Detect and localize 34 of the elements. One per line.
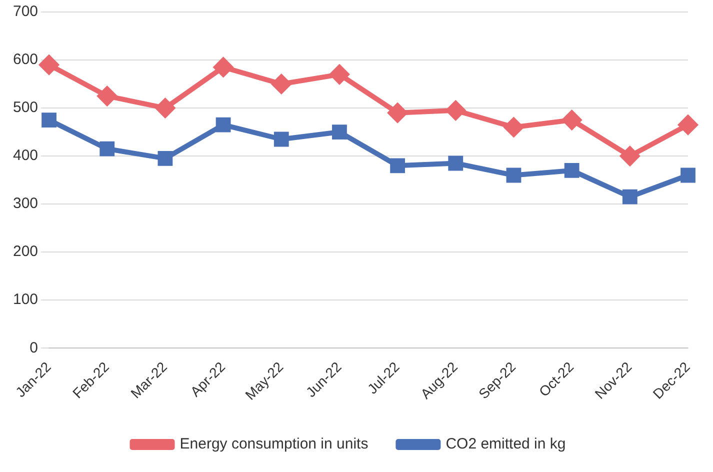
point: [620, 146, 640, 166]
point: [446, 100, 466, 120]
point: [156, 98, 175, 118]
point: [216, 117, 231, 132]
point: [622, 189, 638, 204]
y-tick-label: 100: [12, 291, 38, 308]
point: [272, 74, 291, 94]
point: [98, 86, 117, 106]
y-tick-label: 300: [12, 195, 38, 212]
y-tick-label: 200: [12, 243, 38, 260]
point: [504, 118, 524, 137]
y-tick-label: 500: [12, 99, 38, 116]
point: [330, 64, 349, 84]
legend-label: Energy consumption in units: [180, 436, 368, 453]
y-tick-label: 700: [12, 3, 38, 20]
point: [390, 158, 406, 174]
legend-label: CO2 emitted in kg: [446, 436, 566, 453]
point: [562, 110, 582, 130]
point: [100, 141, 115, 156]
y-tick-label: 400: [12, 147, 38, 164]
point: [158, 151, 173, 166]
y-tick-label: 0: [30, 339, 38, 356]
point: [506, 168, 522, 183]
point: [332, 124, 347, 140]
point: [214, 58, 233, 77]
point: [40, 55, 59, 74]
point: [42, 112, 56, 128]
point: [388, 103, 408, 122]
point: [274, 132, 289, 147]
y-tick-label: 600: [12, 51, 38, 68]
point: [448, 156, 464, 171]
point: [680, 168, 696, 183]
point: [564, 163, 580, 178]
point: [678, 115, 698, 134]
